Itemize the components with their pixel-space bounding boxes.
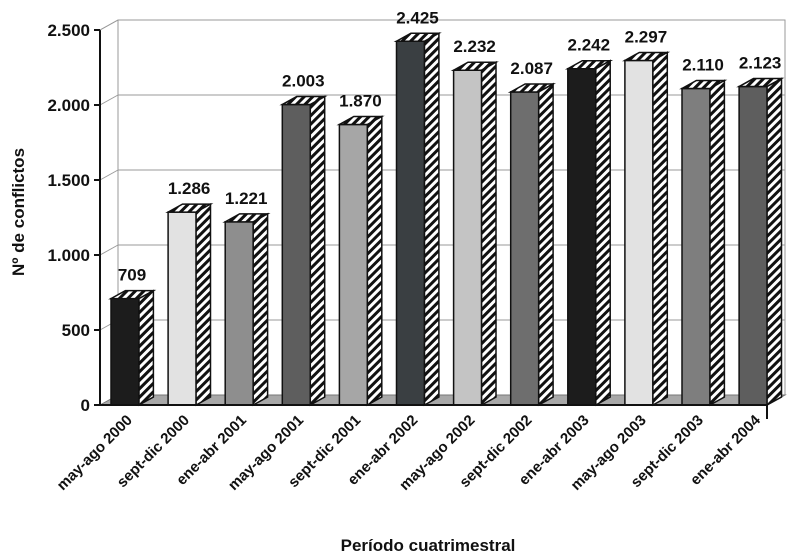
bar-front <box>738 85 768 406</box>
y-tick-labels: 0 500 1.000 1.500 2.000 2.500 <box>47 21 90 415</box>
y-tick-label: 1.500 <box>47 171 90 190</box>
axes <box>94 19 768 419</box>
data-labels: 709 1.286 1.221 2.003 1.870 2.425 2.232 2.087 2.… <box>118 8 782 284</box>
data-label: 709 <box>118 266 146 285</box>
bar-side <box>537 82 554 407</box>
bar <box>222 212 271 407</box>
bar <box>564 59 614 407</box>
gridline-side <box>99 94 119 106</box>
bar-front <box>224 221 254 406</box>
bar <box>736 77 785 407</box>
bar <box>393 31 442 407</box>
bar-front <box>110 297 140 406</box>
bar-side <box>138 289 155 407</box>
data-label: 2.297 <box>625 27 668 46</box>
data-label: 2.123 <box>739 54 782 73</box>
bar <box>165 202 214 407</box>
bar-front <box>281 103 312 406</box>
bar <box>279 95 328 407</box>
bar-side <box>595 59 611 407</box>
bar-side <box>766 77 783 407</box>
y-tick-label: 2.000 <box>47 96 90 115</box>
y-tick-label: 500 <box>62 321 90 340</box>
y-axis-top-edge <box>99 19 119 31</box>
bar-side <box>366 115 383 407</box>
bars <box>108 31 785 407</box>
data-label: 2.110 <box>682 56 724 75</box>
data-label: 2.232 <box>453 37 496 56</box>
bar <box>622 51 671 407</box>
data-label: 2.425 <box>396 8 439 27</box>
bar-front <box>509 91 540 406</box>
bar-front <box>624 59 654 406</box>
data-label: 2.087 <box>510 59 553 78</box>
bar-side <box>252 212 269 407</box>
bar <box>108 289 157 407</box>
data-label: 1.221 <box>225 189 268 208</box>
bar-front <box>681 87 711 406</box>
bar-front <box>452 69 483 406</box>
y-tick-label: 1.000 <box>47 246 90 265</box>
bar-side <box>480 60 497 407</box>
bar-side <box>195 202 212 407</box>
bar <box>336 115 385 407</box>
y-axis-label: Nº de conflictos <box>9 148 28 276</box>
bar <box>507 82 556 407</box>
data-label: 2.003 <box>282 72 325 91</box>
x-axis-label: Período cuatrimestral <box>341 536 516 555</box>
bar <box>679 79 728 407</box>
data-label: 2.242 <box>568 36 611 55</box>
bar-side <box>652 51 669 407</box>
bar-front <box>395 40 426 406</box>
gridline-side <box>99 244 119 256</box>
bar-side <box>423 31 440 407</box>
y-tick-label: 0 <box>81 396 90 415</box>
data-label: 1.870 <box>339 92 382 111</box>
data-label: 1.286 <box>168 179 211 198</box>
bar-front <box>167 211 197 406</box>
bar-front <box>567 67 597 406</box>
bar-front <box>338 123 369 406</box>
bar <box>450 60 499 407</box>
bar-side <box>709 79 726 407</box>
y-tick-label: 2.500 <box>47 21 90 40</box>
gridline-side <box>99 169 119 181</box>
bar-side <box>309 95 326 407</box>
